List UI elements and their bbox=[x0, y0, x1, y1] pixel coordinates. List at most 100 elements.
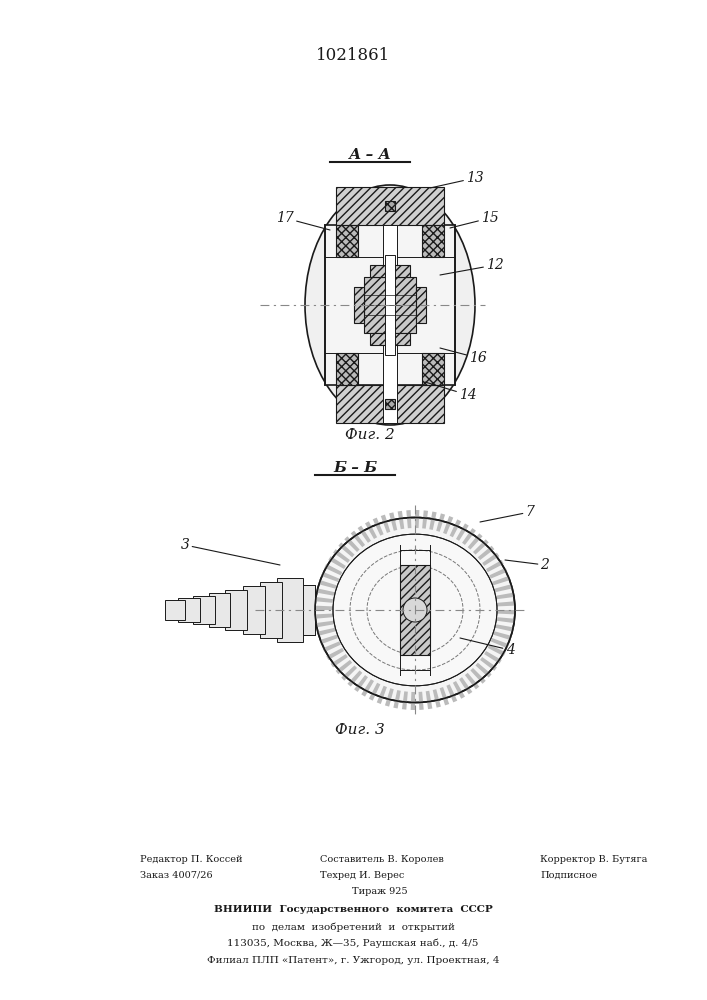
Text: 2: 2 bbox=[505, 558, 549, 572]
Bar bbox=[416, 287, 426, 323]
Text: Фиг. 2: Фиг. 2 bbox=[345, 428, 395, 442]
Text: Подписное: Подписное bbox=[540, 871, 597, 880]
Text: Составитель В. Королев: Составитель В. Королев bbox=[320, 855, 444, 864]
Wedge shape bbox=[415, 510, 419, 528]
Bar bbox=[336, 225, 358, 257]
Wedge shape bbox=[333, 549, 350, 563]
Wedge shape bbox=[321, 572, 339, 582]
Bar bbox=[297, 585, 315, 635]
Wedge shape bbox=[315, 597, 334, 603]
Wedge shape bbox=[328, 556, 346, 569]
Ellipse shape bbox=[315, 518, 515, 702]
Bar bbox=[243, 586, 265, 634]
Text: Филиал ПЛП «Патент», г. Ужгород, ул. Проектная, 4: Филиал ПЛП «Патент», г. Ужгород, ул. Про… bbox=[206, 956, 499, 965]
Text: 15: 15 bbox=[450, 211, 499, 228]
Wedge shape bbox=[436, 513, 445, 532]
Wedge shape bbox=[459, 677, 472, 694]
Wedge shape bbox=[491, 638, 509, 648]
Bar bbox=[422, 225, 444, 257]
Bar bbox=[354, 287, 364, 323]
Wedge shape bbox=[354, 675, 368, 692]
Bar bbox=[400, 565, 430, 655]
Wedge shape bbox=[496, 593, 514, 599]
Text: 4: 4 bbox=[460, 638, 515, 657]
Wedge shape bbox=[325, 564, 342, 575]
Bar bbox=[178, 598, 200, 622]
Wedge shape bbox=[480, 657, 497, 671]
Wedge shape bbox=[468, 533, 483, 550]
Wedge shape bbox=[470, 668, 486, 684]
Text: А – А: А – А bbox=[349, 148, 392, 162]
Wedge shape bbox=[440, 687, 449, 705]
Bar bbox=[165, 600, 185, 620]
Wedge shape bbox=[318, 580, 337, 589]
Wedge shape bbox=[373, 518, 384, 536]
Wedge shape bbox=[402, 691, 408, 710]
Wedge shape bbox=[407, 510, 411, 528]
Bar bbox=[297, 585, 315, 635]
Wedge shape bbox=[361, 679, 374, 697]
Text: Заказ 4007/26: Заказ 4007/26 bbox=[140, 871, 213, 880]
Bar bbox=[277, 578, 303, 642]
Text: 17: 17 bbox=[276, 211, 330, 230]
Text: Редактор П. Коссей: Редактор П. Коссей bbox=[140, 855, 243, 864]
Wedge shape bbox=[429, 512, 437, 530]
Wedge shape bbox=[315, 606, 333, 610]
Wedge shape bbox=[496, 617, 515, 623]
Text: 1021861: 1021861 bbox=[316, 46, 390, 64]
Bar bbox=[225, 590, 247, 630]
Text: 12: 12 bbox=[440, 258, 504, 275]
Wedge shape bbox=[365, 521, 377, 539]
Wedge shape bbox=[446, 684, 457, 702]
Wedge shape bbox=[493, 631, 512, 640]
Wedge shape bbox=[489, 568, 508, 579]
Bar bbox=[336, 353, 358, 385]
Wedge shape bbox=[344, 536, 360, 552]
Wedge shape bbox=[492, 576, 510, 585]
Wedge shape bbox=[422, 510, 428, 529]
Text: 113035, Москва, Ж—35, Раушская наб., д. 4/5: 113035, Москва, Ж—35, Раушская наб., д. … bbox=[228, 939, 479, 948]
Wedge shape bbox=[339, 542, 354, 557]
Wedge shape bbox=[475, 663, 491, 678]
Wedge shape bbox=[336, 660, 352, 674]
Wedge shape bbox=[316, 621, 334, 627]
Bar bbox=[209, 593, 230, 627]
Text: ВНИИПИ  Государственного  комитета  СССР: ВНИИПИ Государственного комитета СССР bbox=[214, 905, 492, 914]
Bar bbox=[336, 385, 444, 423]
Wedge shape bbox=[381, 515, 390, 533]
Bar bbox=[370, 265, 410, 277]
Text: Тираж 925: Тираж 925 bbox=[352, 887, 408, 896]
Wedge shape bbox=[433, 689, 441, 708]
Text: Корректор В. Бутяга: Корректор В. Бутяга bbox=[540, 855, 648, 864]
Ellipse shape bbox=[333, 534, 497, 686]
Wedge shape bbox=[315, 614, 333, 619]
Wedge shape bbox=[450, 519, 461, 537]
Text: Б – Б: Б – Б bbox=[333, 461, 377, 475]
Wedge shape bbox=[482, 553, 499, 566]
Wedge shape bbox=[358, 526, 371, 543]
Text: 16: 16 bbox=[440, 348, 487, 365]
Wedge shape bbox=[351, 531, 365, 547]
Wedge shape bbox=[426, 691, 433, 709]
Wedge shape bbox=[389, 512, 397, 531]
Wedge shape bbox=[443, 516, 453, 534]
Wedge shape bbox=[341, 665, 357, 681]
Wedge shape bbox=[465, 673, 479, 689]
Wedge shape bbox=[317, 588, 335, 596]
Wedge shape bbox=[320, 635, 338, 644]
Wedge shape bbox=[393, 690, 401, 708]
Bar bbox=[385, 255, 395, 355]
Wedge shape bbox=[462, 528, 476, 545]
Wedge shape bbox=[419, 692, 423, 710]
Text: Фиг. 3: Фиг. 3 bbox=[335, 723, 385, 737]
Wedge shape bbox=[495, 624, 513, 632]
Circle shape bbox=[403, 598, 427, 622]
Wedge shape bbox=[497, 610, 515, 614]
Text: Техред И. Верес: Техред И. Верес bbox=[320, 871, 404, 880]
Bar bbox=[385, 399, 395, 409]
Bar bbox=[325, 225, 455, 385]
Text: 13: 13 bbox=[430, 171, 484, 188]
Wedge shape bbox=[488, 645, 506, 656]
Wedge shape bbox=[397, 511, 404, 529]
Wedge shape bbox=[486, 560, 503, 572]
